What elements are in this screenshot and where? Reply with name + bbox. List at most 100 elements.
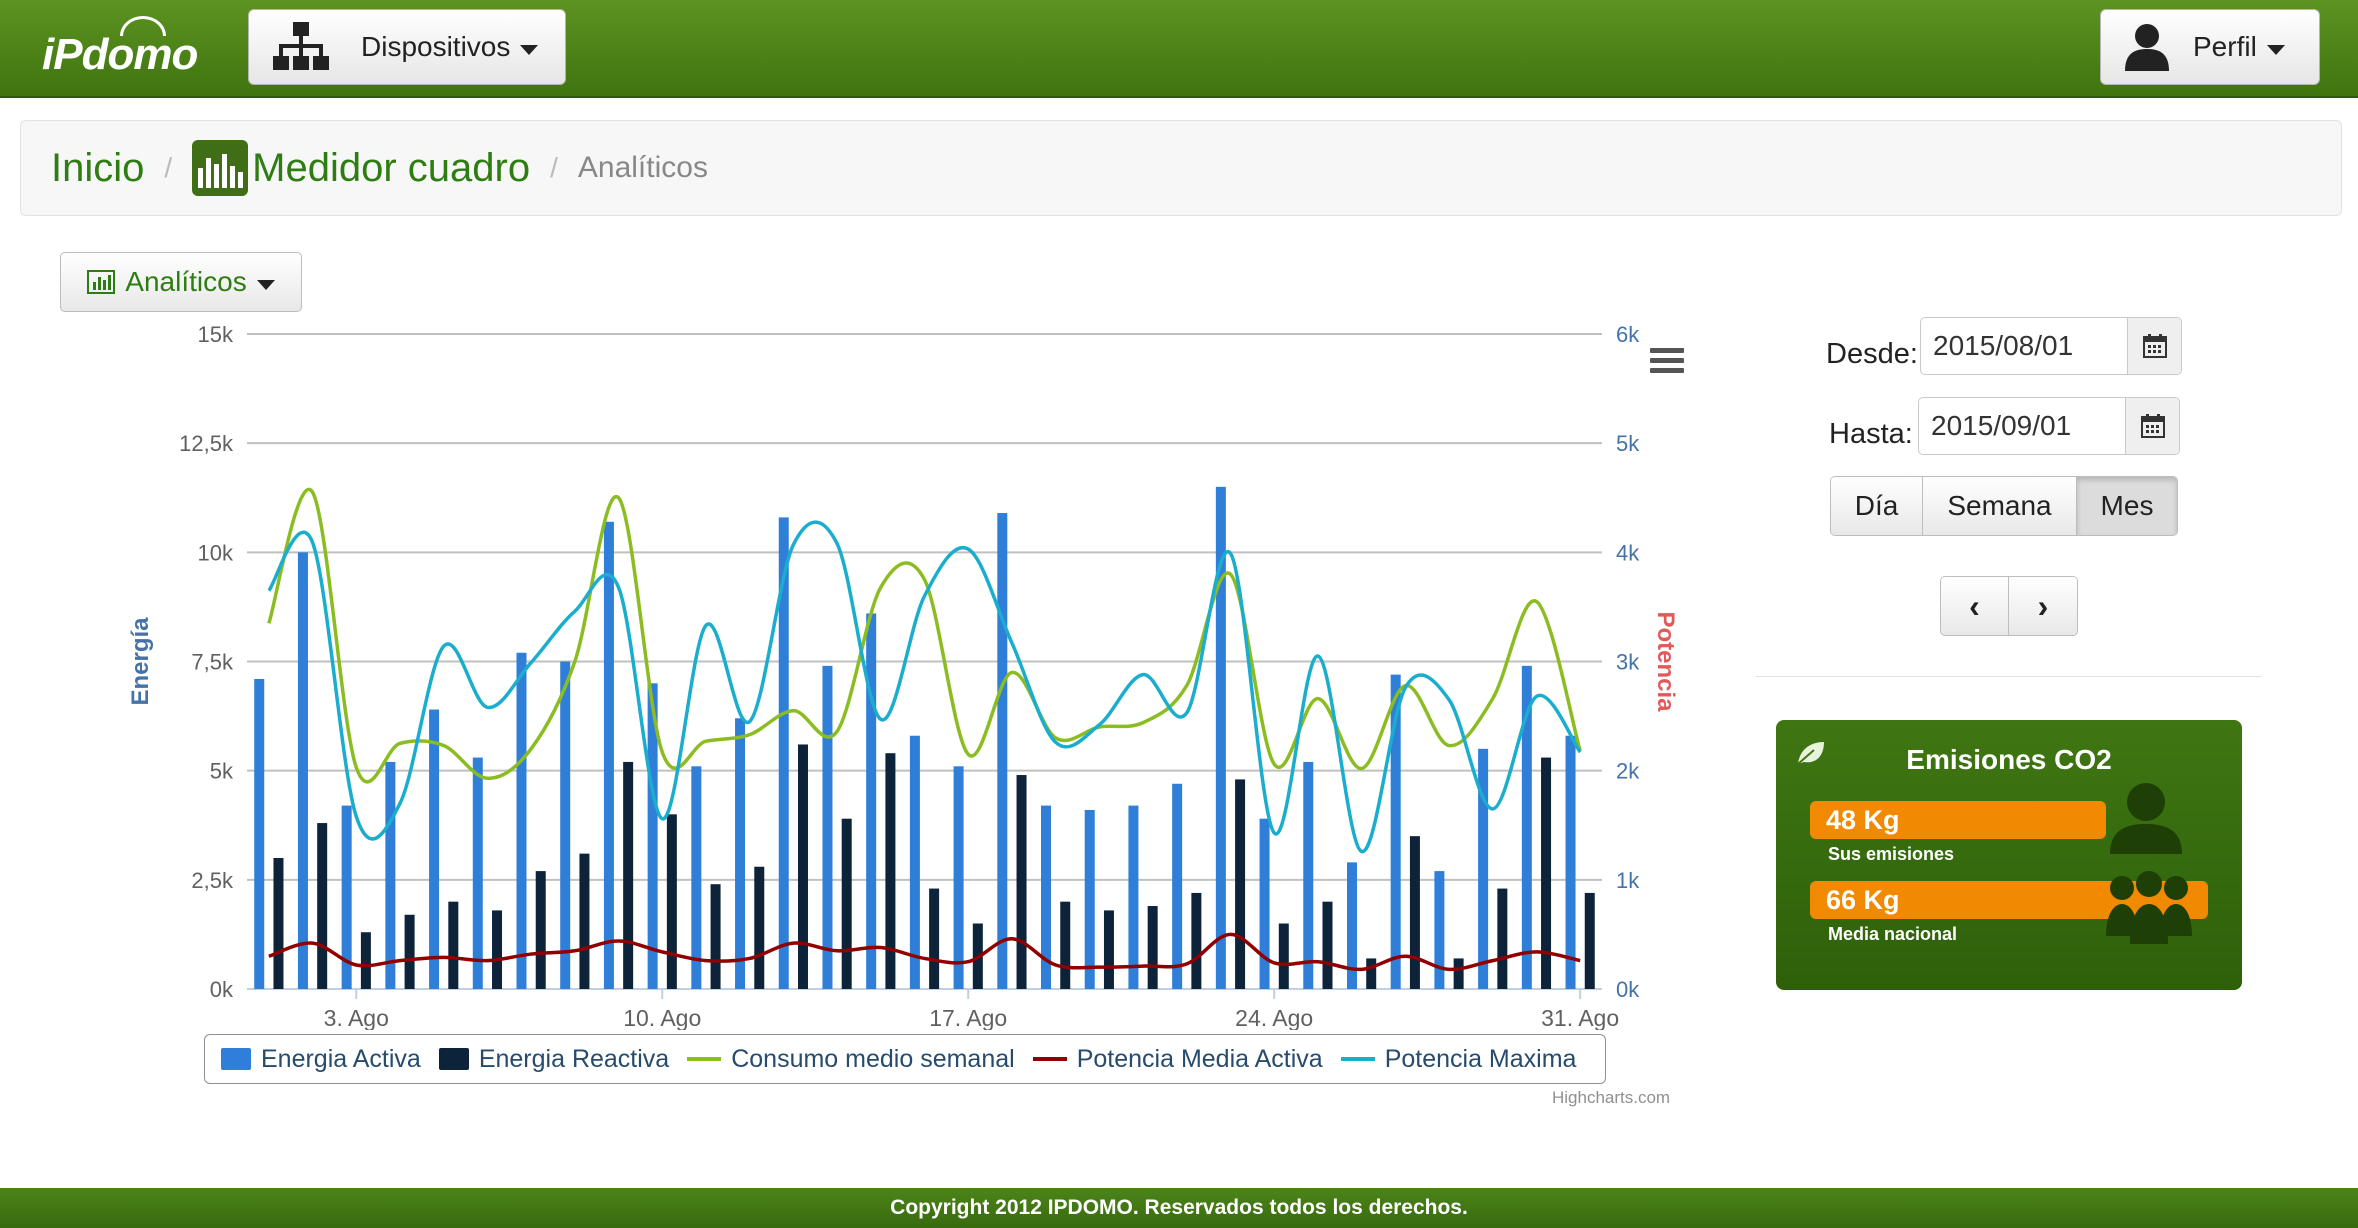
range-month-button[interactable]: Mes xyxy=(2077,477,2177,535)
bar-energia-reactiva xyxy=(1060,901,1071,989)
y2-axis-tick-label: 1k xyxy=(1616,868,1640,893)
breadcrumb-current: Analíticos xyxy=(577,151,708,184)
y-axis-tick-label: 12,5k xyxy=(179,431,234,456)
bar-energia-activa xyxy=(341,805,352,989)
y-axis-tick-label: 7,5k xyxy=(191,650,234,675)
co2-title: Emisiones CO2 xyxy=(1906,744,2112,775)
range-selector: Día Semana Mes xyxy=(1830,476,2178,536)
bar-energia-activa xyxy=(385,761,396,989)
bar-energia-reactiva xyxy=(710,884,721,989)
x-axis-tick-label: 10. Ago xyxy=(623,1005,701,1030)
bar-energia-activa xyxy=(560,661,571,989)
calendar-icon[interactable] xyxy=(2125,398,2179,454)
bar-energia-activa xyxy=(778,517,789,989)
line-potencia-media-activa xyxy=(268,932,1581,972)
bar-energia-activa xyxy=(297,552,308,989)
energy-chart: 0k 2,5k 5k 7,5k 10k 12,5k 15k 0k 1k 2k 3k 4k 5k 6k Ene… xyxy=(127,322,1679,1030)
bar-energia-activa xyxy=(1434,871,1445,989)
bar-energia-activa xyxy=(953,766,964,989)
bar-energia-reactiva xyxy=(1235,779,1246,989)
copyright-text: Copyright 2012 IPDOMO. Reservados todos … xyxy=(890,1196,1468,1219)
bar-energia-activa xyxy=(516,652,527,989)
x-axis-tick-label: 24. Ago xyxy=(1235,1005,1313,1030)
chevron-down-icon xyxy=(256,280,275,290)
bar-chart-icon xyxy=(87,270,116,294)
bar-energia-reactiva xyxy=(1103,910,1114,989)
leaf-icon xyxy=(1797,742,1824,765)
y2-axis-title: Potencia xyxy=(1652,611,1679,712)
bar-energia-activa xyxy=(472,757,483,989)
legend-item-energia-reactiva[interactable]: Energia Reactiva xyxy=(438,1044,670,1074)
analytics-label: Analíticos xyxy=(125,266,247,297)
to-date-field[interactable]: 2015/09/01 xyxy=(1918,397,2180,455)
chevron-down-icon xyxy=(520,45,539,55)
from-label: Desde: xyxy=(1826,338,1918,370)
chart-legend: Energia Activa Energia Reactiva Consumo … xyxy=(204,1034,1606,1084)
line-potencia-maxima xyxy=(267,520,1582,854)
legend-label: Energia Reactiva xyxy=(478,1044,670,1073)
bar-energia-reactiva xyxy=(579,853,590,989)
co2-emissions-panel: Emisiones CO2 48 Kg Sus emisiones 66 Kg … xyxy=(1776,720,2242,990)
bar-energia-activa xyxy=(1521,665,1532,989)
chevron-down-icon xyxy=(2266,45,2285,55)
bar-energia-activa xyxy=(1565,735,1576,989)
person-icon xyxy=(2110,783,2182,854)
bar-energia-activa xyxy=(997,513,1008,989)
x-axis-tick-label: 31. Ago xyxy=(1541,1005,1619,1030)
legend-label: Potencia Media Activa xyxy=(1076,1044,1323,1073)
page-footer: Copyright 2012 IPDOMO. Reservados todos … xyxy=(0,1188,2358,1228)
bar-energia-reactiva xyxy=(317,823,328,989)
bar-energia-activa xyxy=(1478,748,1489,989)
bar-energia-reactiva xyxy=(1453,958,1464,989)
bar-energia-activa xyxy=(735,718,746,989)
from-date-field[interactable]: 2015/08/01 xyxy=(1920,317,2182,375)
your-emissions-label: Sus emisiones xyxy=(1828,844,1955,864)
bar-energia-reactiva xyxy=(404,914,415,989)
bar-energia-activa xyxy=(429,709,440,989)
legend-item-potencia-media[interactable]: Potencia Media Activa xyxy=(1032,1044,1323,1074)
y-axis-tick-label: 10k xyxy=(198,540,234,565)
chart-credits-link[interactable]: Highcharts.com xyxy=(1552,1088,1671,1107)
bar-energia-activa xyxy=(1215,486,1226,989)
line-consumo-medio-semanal xyxy=(267,487,1582,784)
legend-item-energia-activa[interactable]: Energia Activa xyxy=(221,1045,421,1074)
devices-menu-button[interactable]: Dispositivos xyxy=(248,9,566,85)
legend-item-consumo-medio[interactable]: Consumo medio semanal xyxy=(687,1045,1015,1074)
y-axis-tick-label: 2,5k xyxy=(191,868,234,893)
range-day-button[interactable]: Día xyxy=(1831,477,1923,535)
bar-energia-activa xyxy=(1390,674,1401,989)
bar-energia-reactiva xyxy=(1497,888,1508,989)
legend-item-potencia-maxima[interactable]: Potencia Maxima xyxy=(1340,1044,1577,1074)
bar-energia-reactiva xyxy=(1584,892,1595,989)
people-group-icon xyxy=(2106,871,2192,944)
y2-axis-tick-label: 6k xyxy=(1616,322,1640,347)
ipdomo-logo[interactable]: iPdomo xyxy=(42,16,198,80)
profile-menu-button[interactable]: Perfil xyxy=(2100,9,2320,85)
bar-energia-activa xyxy=(691,766,702,989)
breadcrumb-device-link[interactable]: Medidor cuadro xyxy=(252,145,531,190)
calendar-icon[interactable] xyxy=(2127,318,2181,374)
bar-energia-activa xyxy=(647,683,658,989)
x-axis-tick-label: 3. Ago xyxy=(324,1005,389,1030)
prev-period-button[interactable]: ‹ xyxy=(1941,577,2009,635)
range-week-button[interactable]: Semana xyxy=(1923,477,2077,535)
bar-energia-reactiva xyxy=(1409,836,1420,989)
breadcrumb-home-link[interactable]: Inicio xyxy=(51,145,145,190)
legend-line xyxy=(1340,1057,1375,1061)
y2-axis-tick-label: 3k xyxy=(1616,650,1640,675)
bar-energia-reactiva xyxy=(797,744,808,989)
legend-swatch xyxy=(221,1048,251,1070)
analytics-menu-button[interactable]: Analíticos xyxy=(60,252,302,312)
bar-energia-reactiva xyxy=(929,888,940,989)
top-navbar: iPdomo Dispositivos Perfil xyxy=(0,0,2358,98)
y2-axis-tick-label: 0k xyxy=(1616,977,1640,1002)
bar-energia-reactiva xyxy=(1322,901,1333,989)
y-axis-title: Energía xyxy=(127,617,154,706)
chart-export-menu-icon[interactable] xyxy=(1650,348,1684,378)
next-period-button[interactable]: › xyxy=(2009,577,2077,635)
national-average-label: Media nacional xyxy=(1828,924,1958,944)
breadcrumb-separator: / xyxy=(550,152,558,183)
legend-label: Potencia Maxima xyxy=(1384,1044,1577,1073)
bar-energia-reactiva xyxy=(623,761,634,989)
bar-energia-activa xyxy=(1346,862,1357,989)
